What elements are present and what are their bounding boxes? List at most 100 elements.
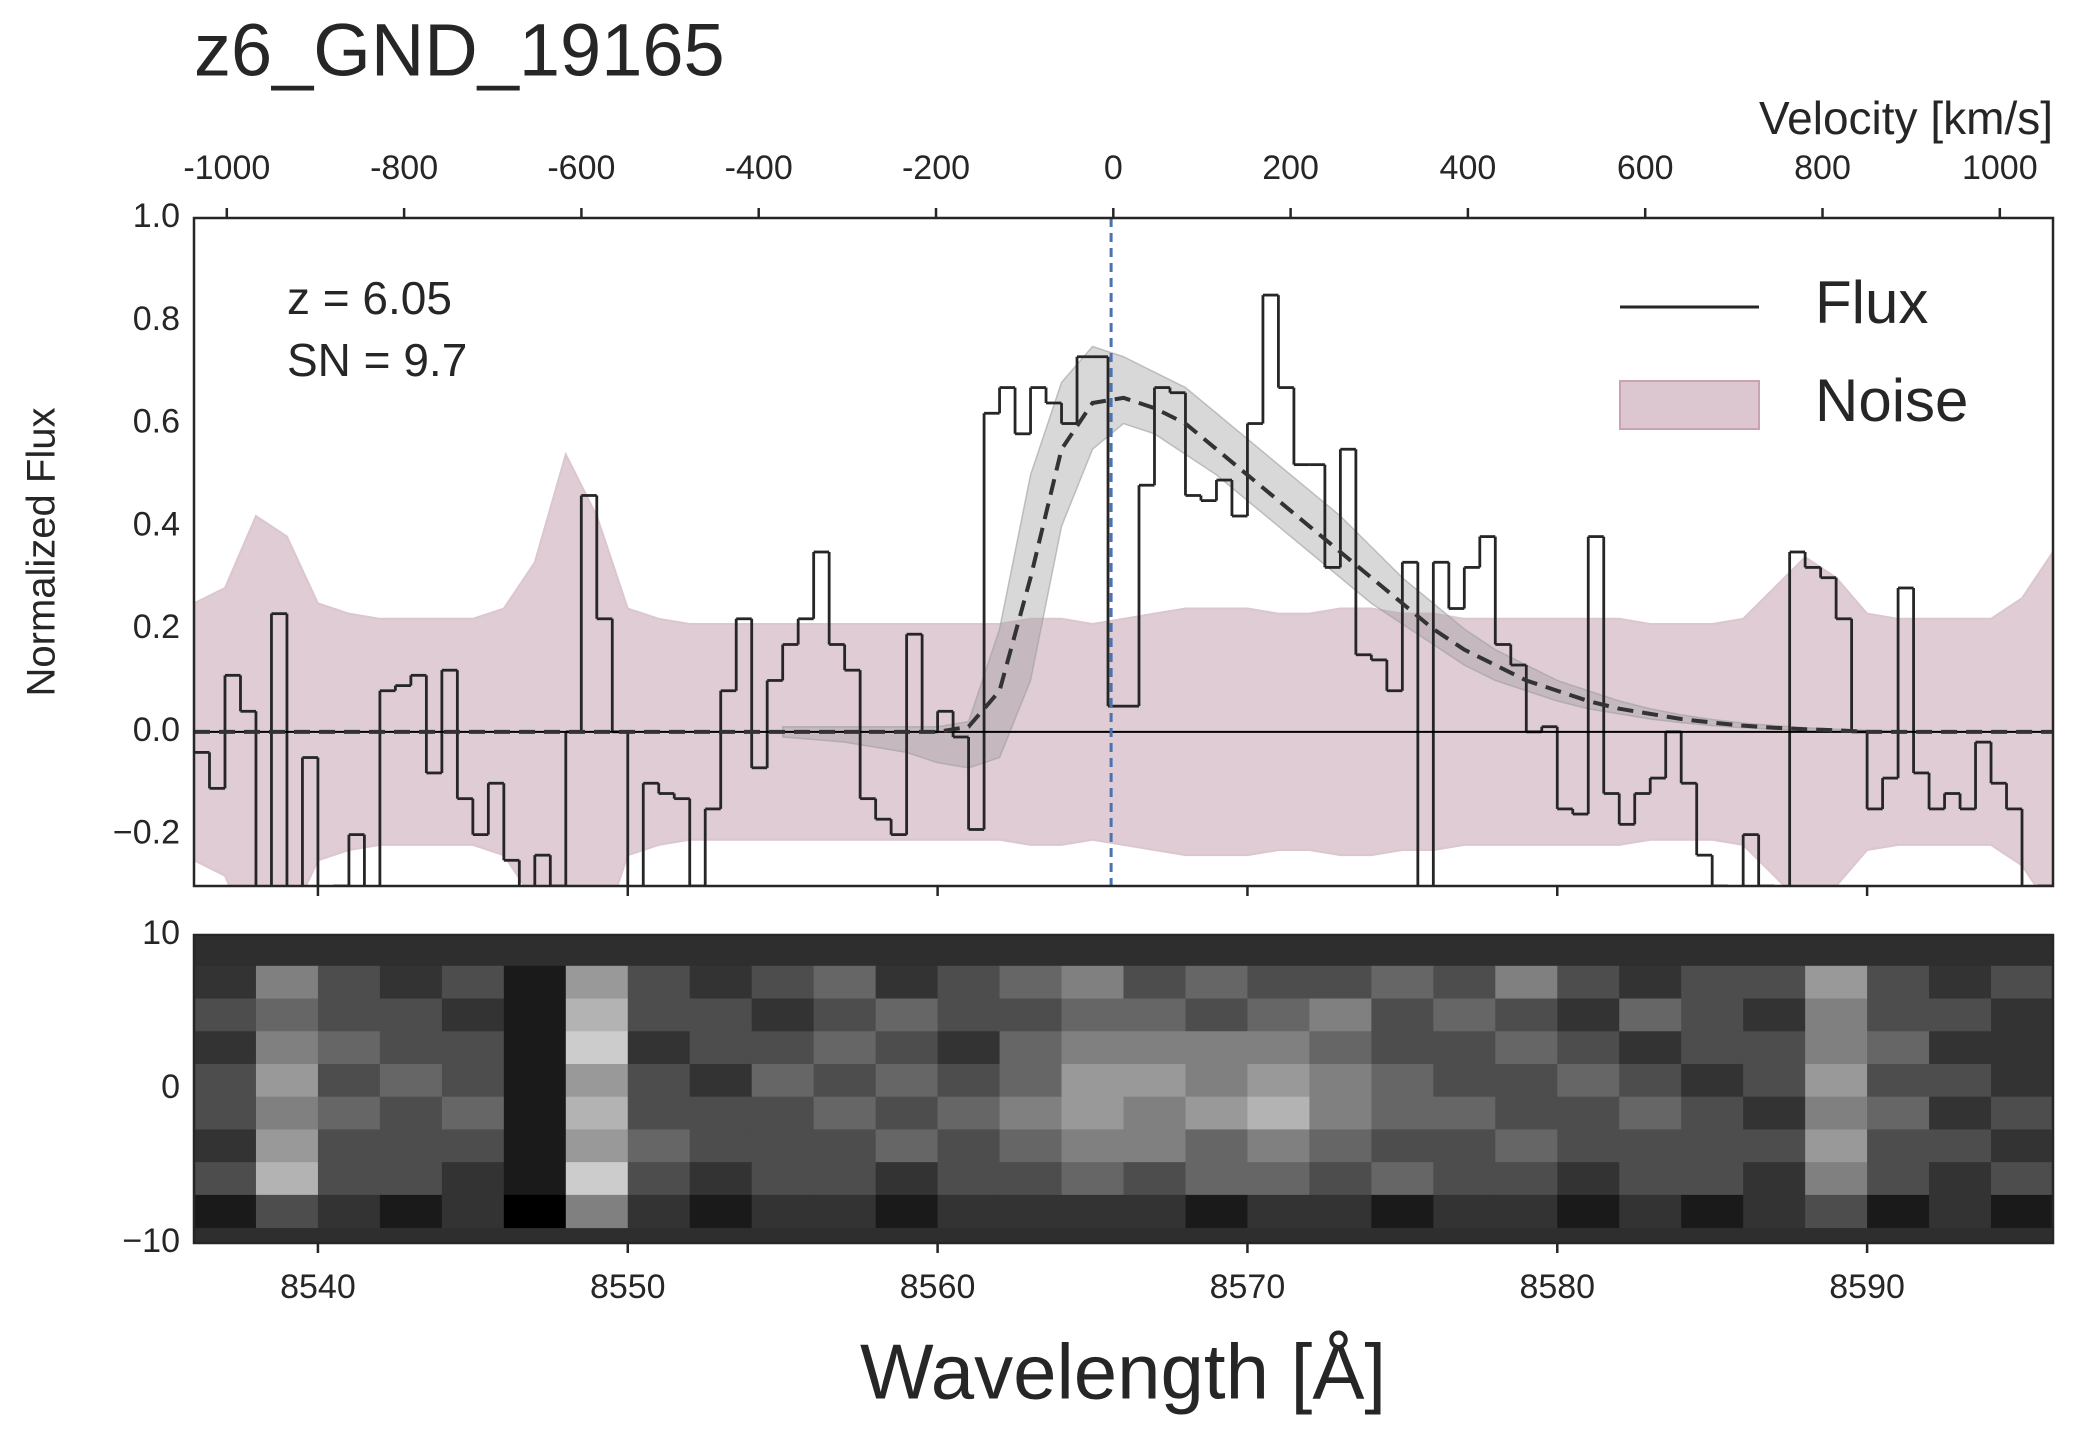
image-pixel bbox=[194, 1129, 257, 1163]
image-pixel bbox=[1185, 1162, 1248, 1196]
image-pixel bbox=[937, 1063, 1001, 1098]
image-pixel bbox=[1309, 1129, 1372, 1163]
chart-title: z6_GND_19165 bbox=[194, 9, 725, 92]
image-pixel bbox=[1185, 1194, 1248, 1229]
image-pixel bbox=[1991, 998, 2054, 1032]
image-pixel bbox=[999, 1129, 1063, 1163]
x-tick-label: 8570 bbox=[1210, 1268, 1286, 1306]
image-pixel bbox=[1929, 1194, 1992, 1229]
image-pixel bbox=[1619, 1096, 1682, 1130]
image-pixel bbox=[999, 1063, 1063, 1098]
image-pixel bbox=[937, 1096, 1001, 1130]
image-pixel bbox=[1309, 1031, 1372, 1065]
image-pixel bbox=[1867, 1129, 1930, 1163]
image-pixel bbox=[1371, 1162, 1434, 1196]
image-pixel bbox=[1495, 1031, 1558, 1065]
image-pixel bbox=[1681, 1129, 1744, 1163]
image-pixel bbox=[937, 1129, 1001, 1163]
image-pixel bbox=[1495, 965, 1558, 1000]
image-pixel bbox=[689, 1096, 753, 1130]
image-pixel bbox=[1619, 1031, 1682, 1065]
y-tick-label: −10 bbox=[122, 1222, 180, 1260]
y-tick-label: 0.8 bbox=[133, 300, 180, 338]
image-pixel bbox=[565, 965, 629, 1000]
image-pixel bbox=[999, 965, 1063, 1000]
image-pixel bbox=[1929, 1031, 1992, 1065]
image-pixel bbox=[627, 998, 691, 1032]
image-pixel bbox=[627, 1096, 691, 1130]
image-pixel bbox=[441, 1162, 505, 1196]
image-pixel bbox=[194, 1194, 257, 1229]
x2-tick-label: -800 bbox=[370, 149, 438, 187]
image-pixel bbox=[875, 1162, 939, 1196]
legend-label: Flux bbox=[1815, 269, 1928, 336]
image-pixel bbox=[937, 1162, 1001, 1196]
image-pixel bbox=[1743, 1194, 1806, 1229]
image-pixel bbox=[1247, 1162, 1310, 1196]
image-pixel bbox=[689, 1129, 753, 1163]
image-pixel bbox=[503, 965, 567, 1000]
image-pixel bbox=[1743, 1031, 1806, 1065]
image-pixel bbox=[999, 1194, 1063, 1229]
image-pixel bbox=[1123, 998, 1186, 1032]
image-pixel bbox=[379, 1129, 443, 1163]
image-pixel bbox=[813, 998, 877, 1032]
image-pixel bbox=[1309, 1096, 1372, 1130]
image-pixel bbox=[1557, 1096, 1620, 1130]
image-pixel bbox=[1371, 1129, 1434, 1163]
image-pixel bbox=[1185, 1129, 1248, 1163]
image-pixel bbox=[875, 1129, 939, 1163]
image-pixel bbox=[1557, 1031, 1620, 1065]
image-pixel bbox=[999, 1162, 1063, 1196]
image-pixel bbox=[1247, 1096, 1310, 1130]
image-pixel bbox=[1929, 1129, 1992, 1163]
image-pixel bbox=[1929, 965, 1992, 1000]
model-line bbox=[194, 395, 2053, 734]
annotation: z = 6.05 bbox=[287, 272, 452, 324]
image-pixel bbox=[1681, 1063, 1744, 1098]
image-pixel bbox=[1371, 1096, 1434, 1130]
image-pixel bbox=[1619, 1129, 1682, 1163]
y-axis-label: Normalized Flux bbox=[20, 408, 64, 697]
image-pixel bbox=[937, 1194, 1001, 1229]
image-pixel bbox=[627, 965, 691, 1000]
image-pixel bbox=[875, 965, 939, 1000]
image-pixel bbox=[503, 1063, 567, 1098]
image-pixel bbox=[1929, 998, 1992, 1032]
image-pixel bbox=[379, 965, 443, 1000]
image-pixel bbox=[1309, 1194, 1372, 1229]
image-pixel bbox=[1743, 998, 1806, 1032]
image-pixel bbox=[1805, 1194, 1868, 1229]
image-pixel bbox=[1061, 965, 1124, 1000]
image-pixel bbox=[1309, 1063, 1372, 1098]
image-pixel bbox=[317, 1096, 381, 1130]
image-pixel bbox=[813, 1194, 877, 1229]
image-pixel bbox=[194, 1063, 257, 1098]
image-pixel bbox=[1123, 1162, 1186, 1196]
image-pixel bbox=[1247, 1031, 1310, 1065]
image-pixel bbox=[255, 1096, 319, 1130]
image-pixel bbox=[1433, 965, 1496, 1000]
image-pixel bbox=[255, 1162, 319, 1196]
image-pixel bbox=[1557, 1194, 1620, 1229]
image-pixel bbox=[751, 998, 815, 1032]
image-pixel bbox=[627, 1031, 691, 1065]
image-pixel bbox=[1805, 965, 1868, 1000]
image-pixel bbox=[1681, 965, 1744, 1000]
image-pixel bbox=[1867, 1063, 1930, 1098]
image-pixel bbox=[1681, 1096, 1744, 1130]
x2-tick-label: 400 bbox=[1440, 149, 1497, 187]
y-tick-label: 0.0 bbox=[133, 711, 180, 749]
image-pixel bbox=[1371, 1063, 1434, 1098]
image-pixel bbox=[503, 1129, 567, 1163]
image-pixel bbox=[1991, 1194, 2054, 1229]
image-pixel bbox=[937, 998, 1001, 1032]
x2-axis-label: Velocity [km/s] bbox=[1759, 92, 2053, 144]
image-pixel bbox=[1991, 1129, 2054, 1163]
legend-label: Noise bbox=[1815, 367, 1968, 434]
image-pixel bbox=[1371, 1031, 1434, 1065]
image-pixel bbox=[813, 1162, 877, 1196]
x2-tick-label: -200 bbox=[902, 149, 970, 187]
image-pixel bbox=[937, 965, 1001, 1000]
image-pixel bbox=[875, 1063, 939, 1098]
